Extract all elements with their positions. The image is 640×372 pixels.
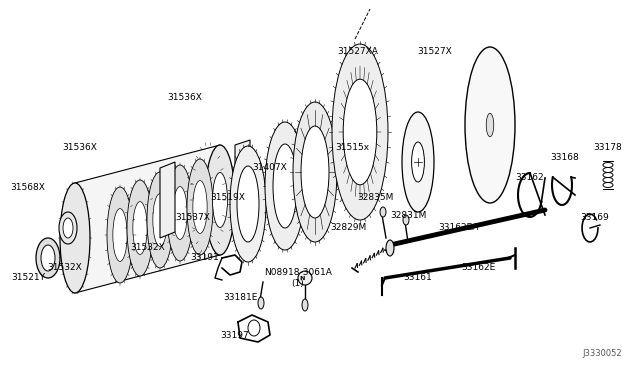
Ellipse shape [36, 238, 60, 278]
Polygon shape [75, 145, 220, 293]
Text: N: N [300, 276, 305, 280]
Text: 33162EA: 33162EA [438, 224, 478, 232]
Ellipse shape [486, 113, 493, 137]
Text: 31407X: 31407X [253, 164, 287, 173]
Ellipse shape [59, 212, 77, 244]
Text: 33169: 33169 [580, 214, 609, 222]
Ellipse shape [230, 146, 266, 262]
Ellipse shape [412, 142, 424, 182]
Ellipse shape [113, 209, 127, 262]
Text: 31532X: 31532X [47, 263, 83, 273]
Text: 31521Y: 31521Y [11, 273, 45, 282]
Ellipse shape [193, 180, 207, 233]
Ellipse shape [380, 207, 386, 217]
Text: 33181E: 33181E [223, 294, 257, 302]
Text: 31537X: 31537X [175, 214, 211, 222]
Text: 33168: 33168 [550, 154, 579, 163]
Ellipse shape [205, 145, 235, 255]
Ellipse shape [302, 299, 308, 311]
Ellipse shape [403, 215, 409, 225]
Text: 32831M: 32831M [390, 211, 426, 219]
Ellipse shape [386, 240, 394, 256]
Ellipse shape [63, 218, 73, 238]
Ellipse shape [258, 297, 264, 309]
Ellipse shape [237, 166, 259, 242]
Text: 31515x: 31515x [335, 144, 369, 153]
Ellipse shape [127, 180, 153, 276]
Ellipse shape [153, 193, 167, 246]
Text: 33162: 33162 [516, 173, 544, 183]
Text: 31568X: 31568X [11, 183, 45, 192]
Text: 31519X: 31519X [211, 193, 245, 202]
Ellipse shape [133, 202, 147, 254]
Ellipse shape [402, 112, 434, 212]
Ellipse shape [107, 187, 133, 283]
Ellipse shape [293, 102, 337, 242]
Text: N08918-3061A
(1): N08918-3061A (1) [264, 268, 332, 288]
Ellipse shape [273, 144, 297, 228]
Text: 31532X: 31532X [131, 244, 165, 253]
Ellipse shape [187, 159, 213, 255]
Ellipse shape [41, 245, 55, 271]
Ellipse shape [147, 172, 173, 268]
Text: 32835M: 32835M [357, 193, 393, 202]
Text: 31536X: 31536X [63, 144, 97, 153]
Ellipse shape [173, 187, 187, 240]
Ellipse shape [343, 79, 377, 185]
Ellipse shape [248, 320, 260, 336]
Ellipse shape [265, 122, 305, 250]
Ellipse shape [465, 47, 515, 203]
Text: 32829M: 32829M [330, 224, 366, 232]
Text: 31536X: 31536X [168, 93, 202, 103]
Text: 33162E: 33162E [461, 263, 495, 273]
Ellipse shape [301, 126, 329, 218]
Text: 33191: 33191 [191, 253, 220, 263]
Text: 33197: 33197 [221, 330, 250, 340]
Text: 31527X: 31527X [418, 48, 452, 57]
Ellipse shape [167, 165, 193, 261]
Text: 31527XA: 31527XA [337, 48, 378, 57]
Ellipse shape [212, 173, 227, 228]
Polygon shape [235, 140, 250, 205]
Ellipse shape [332, 44, 388, 220]
Text: 33178: 33178 [594, 144, 622, 153]
Ellipse shape [60, 183, 90, 293]
Circle shape [298, 271, 312, 285]
Polygon shape [160, 162, 175, 238]
Text: J3330052: J3330052 [582, 349, 622, 358]
Text: 33161: 33161 [404, 273, 433, 282]
